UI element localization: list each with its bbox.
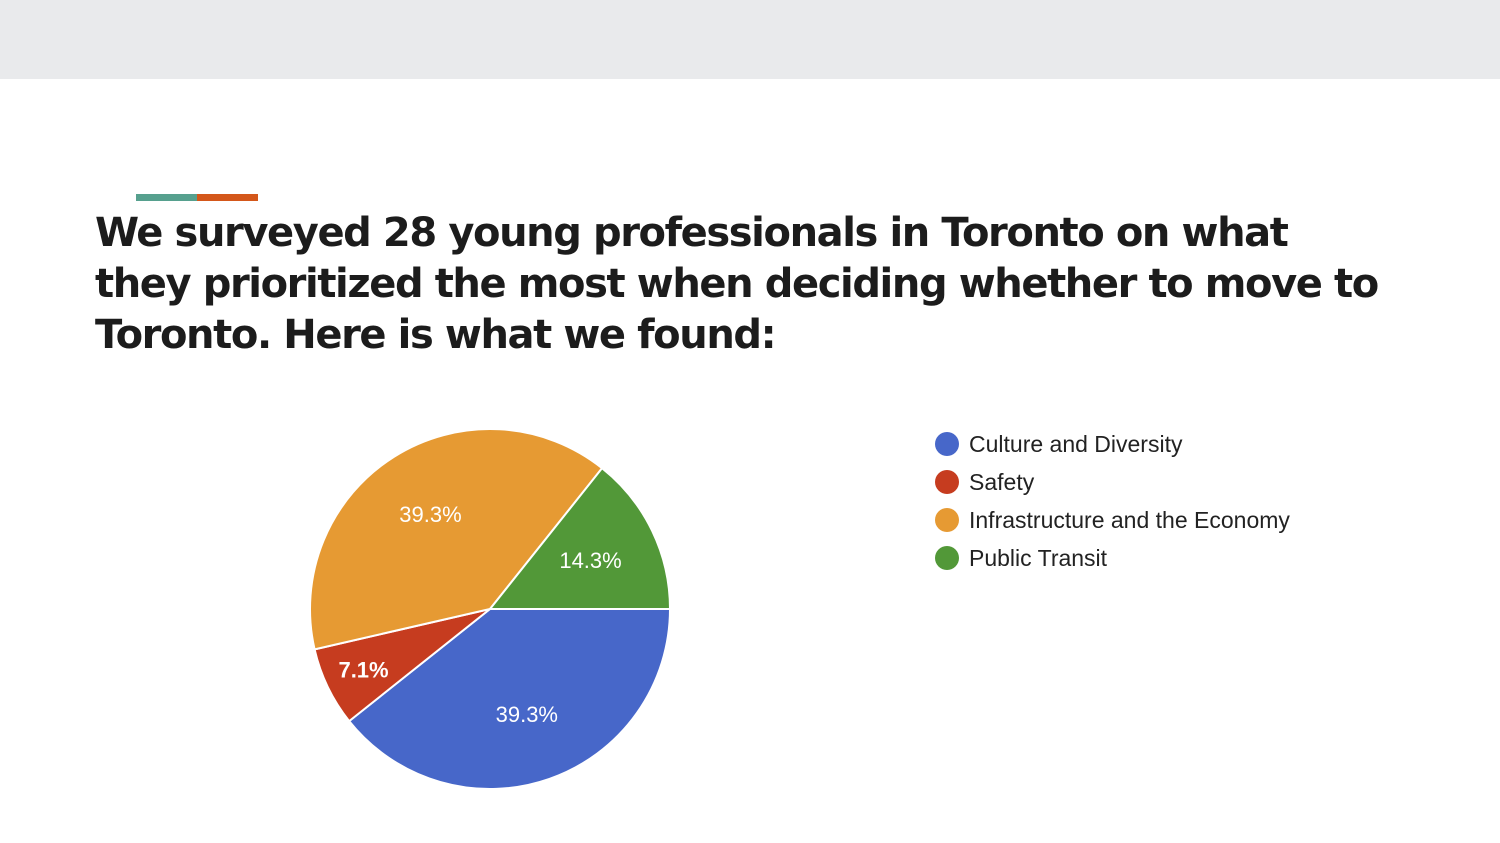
pie-slice-label: 39.3% — [496, 702, 558, 727]
pie-slice-label: 7.1% — [338, 657, 388, 682]
legend-label: Infrastructure and the Economy — [969, 506, 1290, 533]
pie-slice-label: 39.3% — [399, 502, 461, 527]
pie-slices — [309, 428, 672, 790]
legend-swatch — [935, 546, 959, 570]
legend-item: Culture and Diversity — [935, 425, 1290, 463]
legend-label: Safety — [969, 468, 1035, 495]
pie-slice-infrastructure-and-the-economy — [309, 428, 604, 651]
accent-bar-orange — [197, 194, 258, 201]
pie-slice-public-transit — [487, 466, 672, 610]
legend-item: Infrastructure and the Economy — [935, 501, 1290, 539]
legend-swatch — [935, 508, 959, 532]
top-band — [0, 0, 1500, 79]
legend-swatch — [935, 470, 959, 494]
pie-slice-labels: 39.3% 7.1% 39.3% 14.3% — [338, 502, 621, 727]
accent-bar — [136, 194, 258, 201]
legend-item: Public Transit — [935, 539, 1290, 577]
pie-slice-label: 14.3% — [559, 548, 621, 573]
chart-legend: Culture and Diversity Safety Infrastructur… — [935, 425, 1290, 577]
accent-bar-teal — [136, 194, 197, 201]
pie-slice-culture-and-diversity — [347, 608, 672, 790]
legend-label: Public Transit — [969, 544, 1108, 571]
legend-swatch — [935, 432, 959, 456]
slide-headline: We surveyed 28 young professionals in To… — [95, 210, 1379, 358]
legend-item: Safety — [935, 463, 1290, 501]
legend-label: Culture and Diversity — [969, 430, 1183, 457]
